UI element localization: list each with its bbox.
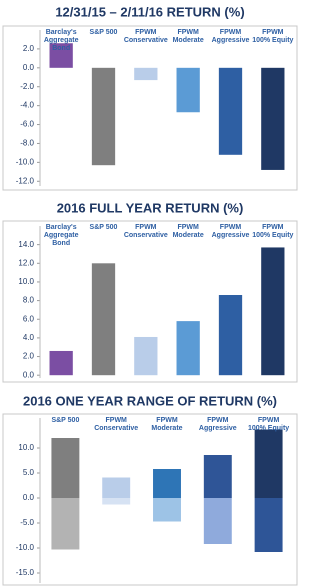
bar [49,43,73,68]
y-tick-label: 10.0 [18,443,34,452]
bar [261,247,285,376]
bar [91,67,116,166]
range-lower [51,498,80,550]
category-label: FPWM Aggressive [198,417,237,432]
y-tick-label: -12.0 [16,176,35,185]
range-lower [153,498,181,522]
bar [91,263,116,376]
chart-title: 12/31/15 – 2/11/16 RETURN (%) [55,4,244,19]
category-label: FPWM 100% Equity [247,417,290,432]
category-label: FPWM Moderate [172,224,204,239]
bar [176,321,200,376]
bar [176,67,200,113]
page: 12/31/15 – 2/11/16 RETURN (%) 2.0 0.0 -2.0 -… [2,4,298,586]
y-tick-label: 10.0 [18,277,34,286]
chart-frame [2,413,298,586]
category-label: FPWM Conservative [94,417,139,432]
range-lower [254,498,283,552]
range-upper [203,455,232,498]
y-tick-label: 0.0 [23,493,35,502]
chart-title: 2016 FULL YEAR RETURN (%) [57,200,244,215]
y-tick-label: 8.0 [23,296,35,305]
category-label: FPWM 100% Equity [252,29,294,44]
range-lower [102,498,131,505]
y-tick-label: -2.0 [20,82,34,91]
y-tick-label: 12.0 [18,258,34,267]
y-tick-label: -8.0 [20,139,34,148]
category-label: S&P 500 [89,224,118,231]
category-label: FPWM Conservative [123,29,168,44]
category-label: FPWM 100% Equity [252,224,294,239]
y-tick-label: 14.0 [18,240,34,249]
bar [134,336,158,376]
range-upper [254,429,283,498]
bar [49,350,73,376]
bar [218,67,243,155]
range-upper [153,469,181,498]
bar [218,295,243,376]
y-tick-label: 0.0 [23,63,35,72]
category-label: S&P 500 [89,29,118,36]
bar [261,67,285,170]
y-tick-label: -5.0 [20,518,34,527]
category-label: FPWM Moderate [151,417,183,432]
y-tick-label: 6.0 [23,314,35,323]
bar [134,67,158,81]
y-tick-label: 2.0 [23,44,35,53]
chart-frame [2,220,298,383]
y-tick-label: -4.0 [20,101,34,110]
chart-title: 2016 ONE YEAR RANGE OF RETURN (%) [23,393,277,408]
category-label: FPWM Conservative [123,224,168,239]
y-tick-label: -6.0 [20,120,34,129]
range-upper [51,438,80,498]
y-tick-label: 0.0 [23,370,35,379]
range-upper [102,477,131,498]
category-label: FPWM Aggressive [211,224,250,239]
y-tick-label: 5.0 [23,468,35,477]
y-tick-label: 2.0 [23,352,35,361]
y-tick-label: -15.0 [16,568,35,577]
y-tick-label: -10.0 [16,157,35,166]
y-tick-label: 4.0 [23,333,35,342]
charts: 12/31/15 – 2/11/16 RETURN (%) 2.0 0.0 -2.0 -… [2,4,298,586]
category-label: FPWM Aggressive [211,29,250,44]
y-tick-label: -10.0 [16,543,35,552]
chart-frame [2,25,298,191]
range-lower [203,498,232,544]
category-label: Barclay's Aggregate Bond [43,29,79,52]
category-label: S&P 500 [51,417,80,424]
category-label: Barclay's Aggregate Bond [43,224,79,247]
category-label: FPWM Moderate [172,29,204,44]
